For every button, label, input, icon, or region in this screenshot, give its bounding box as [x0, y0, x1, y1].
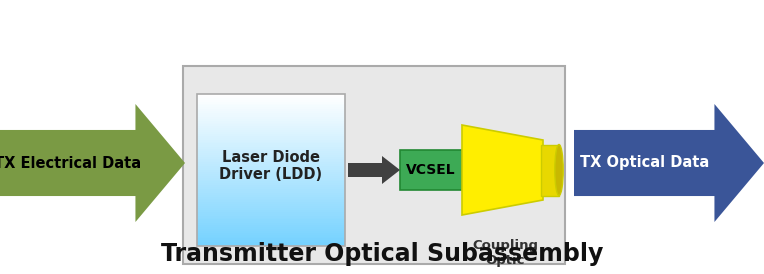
Bar	[197, 168, 345, 170]
Bar	[197, 187, 345, 189]
Bar	[197, 176, 345, 178]
Bar	[197, 115, 345, 117]
Bar	[197, 195, 345, 197]
Bar	[197, 164, 345, 166]
Bar	[197, 162, 345, 164]
Bar	[197, 151, 345, 153]
Bar	[541, 144, 559, 196]
Bar	[197, 233, 345, 235]
Bar	[197, 130, 345, 132]
Bar	[197, 141, 345, 143]
Bar	[197, 166, 345, 168]
Ellipse shape	[555, 144, 563, 196]
Polygon shape	[462, 125, 543, 215]
Text: TX Optical Data: TX Optical Data	[580, 156, 709, 170]
Bar	[400, 150, 462, 190]
Bar	[197, 231, 345, 233]
Bar	[197, 179, 345, 181]
Bar	[197, 223, 345, 225]
Bar	[197, 210, 345, 212]
Bar	[197, 94, 345, 96]
Bar	[197, 235, 345, 236]
Bar	[197, 181, 345, 183]
Bar	[197, 170, 345, 172]
Bar	[197, 94, 345, 246]
Text: TX Electrical Data: TX Electrical Data	[0, 156, 141, 170]
Bar	[197, 189, 345, 191]
Bar	[197, 138, 345, 139]
Bar	[197, 221, 345, 223]
Bar	[197, 109, 345, 111]
Bar	[197, 104, 345, 105]
Text: Coupling
Optic: Coupling Optic	[472, 239, 538, 267]
Bar	[197, 122, 345, 124]
Bar	[197, 139, 345, 141]
Bar	[197, 236, 345, 238]
Bar	[197, 161, 345, 162]
Bar	[197, 183, 345, 185]
Text: Laser Diode
Driver (LDD): Laser Diode Driver (LDD)	[219, 150, 322, 182]
Bar	[197, 216, 345, 218]
Bar	[197, 227, 345, 229]
Bar	[197, 208, 345, 210]
Polygon shape	[574, 104, 764, 222]
Bar	[197, 240, 345, 242]
Bar	[197, 119, 345, 121]
Bar	[197, 96, 345, 98]
Bar	[197, 105, 345, 107]
Bar	[197, 185, 345, 187]
Bar	[197, 214, 345, 216]
Bar	[197, 107, 345, 109]
Bar	[197, 172, 345, 174]
Bar	[197, 206, 345, 208]
Bar	[197, 121, 345, 122]
Text: VCSEL: VCSEL	[406, 163, 456, 177]
Bar	[197, 136, 345, 138]
Bar	[197, 244, 345, 246]
Bar	[197, 128, 345, 130]
Bar	[197, 102, 345, 104]
Bar	[197, 229, 345, 231]
Bar	[197, 132, 345, 134]
Bar	[197, 98, 345, 100]
Bar	[197, 153, 345, 155]
Bar	[197, 157, 345, 159]
Polygon shape	[0, 104, 185, 222]
Bar	[197, 111, 345, 113]
Bar	[197, 100, 345, 102]
Bar	[197, 126, 345, 128]
Bar	[197, 238, 345, 240]
Bar	[197, 225, 345, 227]
Bar	[197, 147, 345, 149]
Bar	[183, 66, 565, 264]
Bar	[197, 143, 345, 145]
Polygon shape	[348, 156, 400, 184]
Bar	[197, 134, 345, 136]
Bar	[197, 149, 345, 151]
Bar	[197, 155, 345, 157]
Bar	[197, 191, 345, 193]
Bar	[197, 193, 345, 195]
Bar	[197, 117, 345, 119]
Bar	[197, 198, 345, 200]
Bar	[197, 218, 345, 219]
Bar	[197, 202, 345, 204]
Bar	[197, 124, 345, 126]
Bar	[197, 174, 345, 176]
Bar	[197, 200, 345, 202]
Bar	[197, 113, 345, 115]
Bar	[197, 178, 345, 179]
Bar	[197, 145, 345, 147]
Text: Transmitter Optical Subassembly: Transmitter Optical Subassembly	[160, 242, 604, 266]
Bar	[197, 204, 345, 206]
Bar	[197, 219, 345, 221]
Bar	[197, 212, 345, 214]
Bar	[197, 242, 345, 244]
Bar	[197, 197, 345, 198]
Bar	[197, 159, 345, 161]
